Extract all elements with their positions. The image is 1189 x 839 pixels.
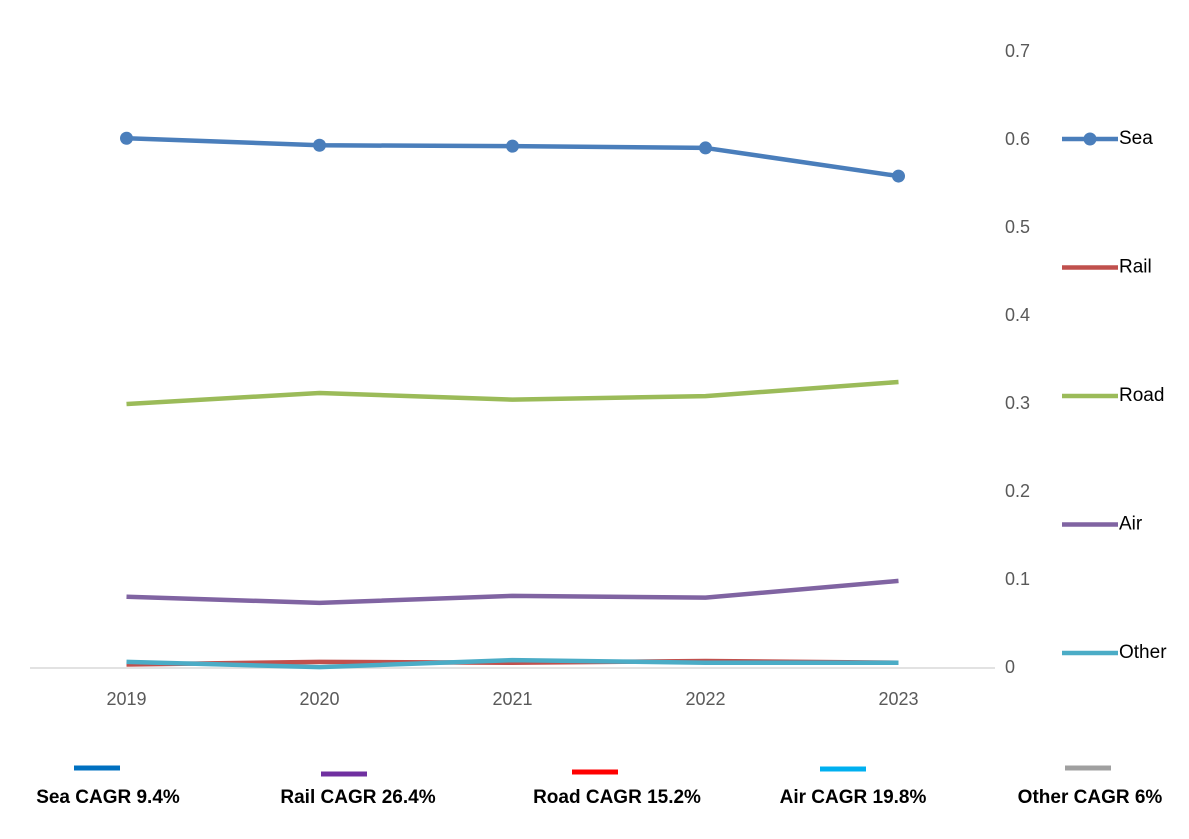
series-line	[126, 657, 899, 670]
y-tick-label: 0	[1005, 657, 1015, 677]
series-marker	[506, 139, 519, 153]
x-tick-label: 2020	[299, 689, 339, 709]
legend-label: Road	[1119, 385, 1164, 406]
y-tick-label: 0.2	[1005, 481, 1030, 501]
y-tick-label: 0.6	[1005, 129, 1030, 149]
x-tick-label: 2019	[106, 689, 146, 709]
series-marker	[892, 169, 905, 183]
y-tick-label: 0.7	[1005, 41, 1030, 61]
legend-label: Other	[1119, 642, 1167, 663]
series-marker	[313, 138, 326, 152]
series-marker	[699, 141, 712, 155]
legend-marker	[1083, 132, 1097, 146]
annotation-text: Sea CAGR 9.4%	[36, 787, 180, 808]
y-tick-label: 0.4	[1005, 305, 1030, 325]
x-tick-label: 2021	[492, 689, 532, 709]
annotation-text: Other CAGR 6%	[1018, 787, 1163, 808]
x-tick-label: 2023	[878, 689, 918, 709]
legend-label: Air	[1119, 514, 1143, 535]
series-marker	[120, 131, 133, 145]
y-tick-label: 0.3	[1005, 393, 1030, 413]
annotation-text: Road CAGR 15.2%	[533, 787, 701, 808]
series-line	[126, 578, 899, 606]
y-tick-label: 0.5	[1005, 217, 1030, 237]
x-tick-label: 2022	[685, 689, 725, 709]
legend-label: Rail	[1119, 257, 1152, 278]
legend-label: Sea	[1119, 128, 1153, 149]
y-tick-label: 0.1	[1005, 569, 1030, 589]
annotation-text: Rail CAGR 26.4%	[280, 787, 435, 808]
series-line	[126, 379, 899, 407]
annotation-text: Air CAGR 19.8%	[780, 787, 927, 808]
